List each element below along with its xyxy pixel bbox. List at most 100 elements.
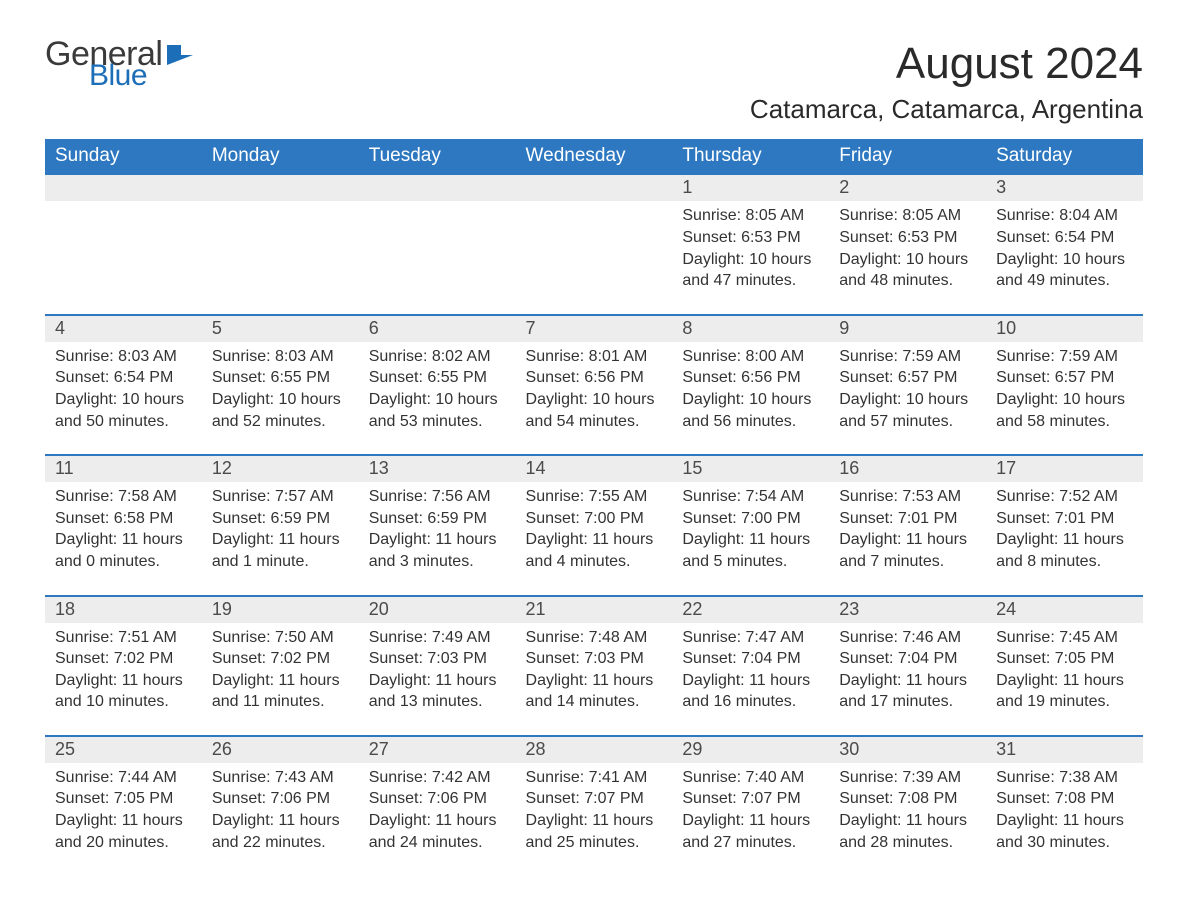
weekday-header-row: SundayMondayTuesdayWednesdayThursdayFrid… [45,139,1143,174]
day-detail-cell: Sunrise: 7:57 AMSunset: 6:59 PMDaylight:… [202,482,359,595]
day-number-cell: 23 [829,596,986,623]
day-number: 24 [986,597,1143,623]
daynum-row: 25262728293031 [45,736,1143,763]
header: General Blue August 2024 Catamarca, Cata… [45,40,1143,125]
day-number-cell: 5 [202,315,359,342]
day-detail: Sunrise: 7:41 AMSunset: 7:07 PMDaylight:… [526,767,663,853]
day-number-cell: 2 [829,174,986,201]
day-detail-cell: Sunrise: 8:00 AMSunset: 6:56 PMDaylight:… [672,342,829,455]
day-number-cell: 12 [202,455,359,482]
day-detail: Sunrise: 7:48 AMSunset: 7:03 PMDaylight:… [526,627,663,713]
weekday-header: Thursday [672,139,829,174]
day-detail-cell: Sunrise: 7:43 AMSunset: 7:06 PMDaylight:… [202,763,359,875]
day-detail: Sunrise: 7:43 AMSunset: 7:06 PMDaylight:… [212,767,349,853]
day-detail: Sunrise: 7:46 AMSunset: 7:04 PMDaylight:… [839,627,976,713]
day-detail: Sunrise: 8:03 AMSunset: 6:55 PMDaylight:… [212,346,349,432]
day-detail: Sunrise: 7:59 AMSunset: 6:57 PMDaylight:… [996,346,1133,432]
title-block: August 2024 Catamarca, Catamarca, Argent… [750,40,1143,125]
day-detail-cell: Sunrise: 7:50 AMSunset: 7:02 PMDaylight:… [202,623,359,736]
day-number: 16 [829,456,986,482]
empty-cell [359,201,516,314]
day-detail-cell: Sunrise: 7:44 AMSunset: 7:05 PMDaylight:… [45,763,202,875]
day-number: 26 [202,737,359,763]
day-number: 23 [829,597,986,623]
day-detail: Sunrise: 7:42 AMSunset: 7:06 PMDaylight:… [369,767,506,853]
day-detail: Sunrise: 8:05 AMSunset: 6:53 PMDaylight:… [839,205,976,291]
weekday-header: Saturday [986,139,1143,174]
weekday-header: Wednesday [516,139,673,174]
day-detail-cell: Sunrise: 8:05 AMSunset: 6:53 PMDaylight:… [672,201,829,314]
day-detail-cell: Sunrise: 7:56 AMSunset: 6:59 PMDaylight:… [359,482,516,595]
empty-cell [202,201,359,314]
day-detail: Sunrise: 7:49 AMSunset: 7:03 PMDaylight:… [369,627,506,713]
day-detail-cell: Sunrise: 7:52 AMSunset: 7:01 PMDaylight:… [986,482,1143,595]
day-detail-cell: Sunrise: 7:55 AMSunset: 7:00 PMDaylight:… [516,482,673,595]
day-detail: Sunrise: 8:05 AMSunset: 6:53 PMDaylight:… [682,205,819,291]
day-number-cell: 22 [672,596,829,623]
day-number: 4 [45,316,202,342]
day-number-cell: 16 [829,455,986,482]
day-detail: Sunrise: 7:52 AMSunset: 7:01 PMDaylight:… [996,486,1133,572]
weekday-header: Monday [202,139,359,174]
day-detail: Sunrise: 7:55 AMSunset: 7:00 PMDaylight:… [526,486,663,572]
day-number: 13 [359,456,516,482]
daynum-row: 45678910 [45,315,1143,342]
day-number: 20 [359,597,516,623]
empty-cell [516,201,673,314]
day-detail: Sunrise: 7:54 AMSunset: 7:00 PMDaylight:… [682,486,819,572]
day-number-cell: 14 [516,455,673,482]
day-detail-cell: Sunrise: 7:46 AMSunset: 7:04 PMDaylight:… [829,623,986,736]
weekday-header: Sunday [45,139,202,174]
day-number: 30 [829,737,986,763]
day-number-cell: 18 [45,596,202,623]
day-number-cell: 28 [516,736,673,763]
day-number: 25 [45,737,202,763]
day-number-cell: 17 [986,455,1143,482]
day-number-cell: 3 [986,174,1143,201]
day-detail: Sunrise: 7:44 AMSunset: 7:05 PMDaylight:… [55,767,192,853]
detail-row: Sunrise: 7:44 AMSunset: 7:05 PMDaylight:… [45,763,1143,875]
day-number: 10 [986,316,1143,342]
month-title: August 2024 [750,40,1143,88]
day-number: 29 [672,737,829,763]
daynum-row: 18192021222324 [45,596,1143,623]
day-number-cell: 31 [986,736,1143,763]
day-detail: Sunrise: 7:58 AMSunset: 6:58 PMDaylight:… [55,486,192,572]
day-detail: Sunrise: 8:00 AMSunset: 6:56 PMDaylight:… [682,346,819,432]
logo-part2: Blue [89,63,237,89]
day-detail: Sunrise: 7:47 AMSunset: 7:04 PMDaylight:… [682,627,819,713]
day-detail: Sunrise: 7:59 AMSunset: 6:57 PMDaylight:… [839,346,976,432]
day-number: 5 [202,316,359,342]
day-detail-cell: Sunrise: 7:47 AMSunset: 7:04 PMDaylight:… [672,623,829,736]
day-number-cell: 27 [359,736,516,763]
day-detail: Sunrise: 7:39 AMSunset: 7:08 PMDaylight:… [839,767,976,853]
day-detail: Sunrise: 8:03 AMSunset: 6:54 PMDaylight:… [55,346,192,432]
calendar-table: SundayMondayTuesdayWednesdayThursdayFrid… [45,139,1143,875]
day-detail: Sunrise: 7:40 AMSunset: 7:07 PMDaylight:… [682,767,819,853]
day-number-cell: 20 [359,596,516,623]
day-detail-cell: Sunrise: 8:04 AMSunset: 6:54 PMDaylight:… [986,201,1143,314]
day-detail-cell: Sunrise: 8:05 AMSunset: 6:53 PMDaylight:… [829,201,986,314]
day-detail-cell: Sunrise: 7:58 AMSunset: 6:58 PMDaylight:… [45,482,202,595]
day-detail-cell: Sunrise: 7:54 AMSunset: 7:00 PMDaylight:… [672,482,829,595]
day-number: 31 [986,737,1143,763]
empty-cell [202,174,359,201]
day-number: 9 [829,316,986,342]
day-detail: Sunrise: 7:50 AMSunset: 7:02 PMDaylight:… [212,627,349,713]
day-detail-cell: Sunrise: 7:38 AMSunset: 7:08 PMDaylight:… [986,763,1143,875]
day-detail-cell: Sunrise: 8:01 AMSunset: 6:56 PMDaylight:… [516,342,673,455]
day-number: 27 [359,737,516,763]
day-number: 8 [672,316,829,342]
day-detail: Sunrise: 7:45 AMSunset: 7:05 PMDaylight:… [996,627,1133,713]
day-number: 19 [202,597,359,623]
day-number-cell: 4 [45,315,202,342]
day-detail-cell: Sunrise: 7:39 AMSunset: 7:08 PMDaylight:… [829,763,986,875]
weekday-header: Friday [829,139,986,174]
day-detail-cell: Sunrise: 7:40 AMSunset: 7:07 PMDaylight:… [672,763,829,875]
day-number: 28 [516,737,673,763]
day-detail-cell: Sunrise: 7:59 AMSunset: 6:57 PMDaylight:… [986,342,1143,455]
day-number: 6 [359,316,516,342]
day-detail-cell: Sunrise: 7:41 AMSunset: 7:07 PMDaylight:… [516,763,673,875]
day-detail: Sunrise: 8:02 AMSunset: 6:55 PMDaylight:… [369,346,506,432]
day-detail-cell: Sunrise: 7:53 AMSunset: 7:01 PMDaylight:… [829,482,986,595]
